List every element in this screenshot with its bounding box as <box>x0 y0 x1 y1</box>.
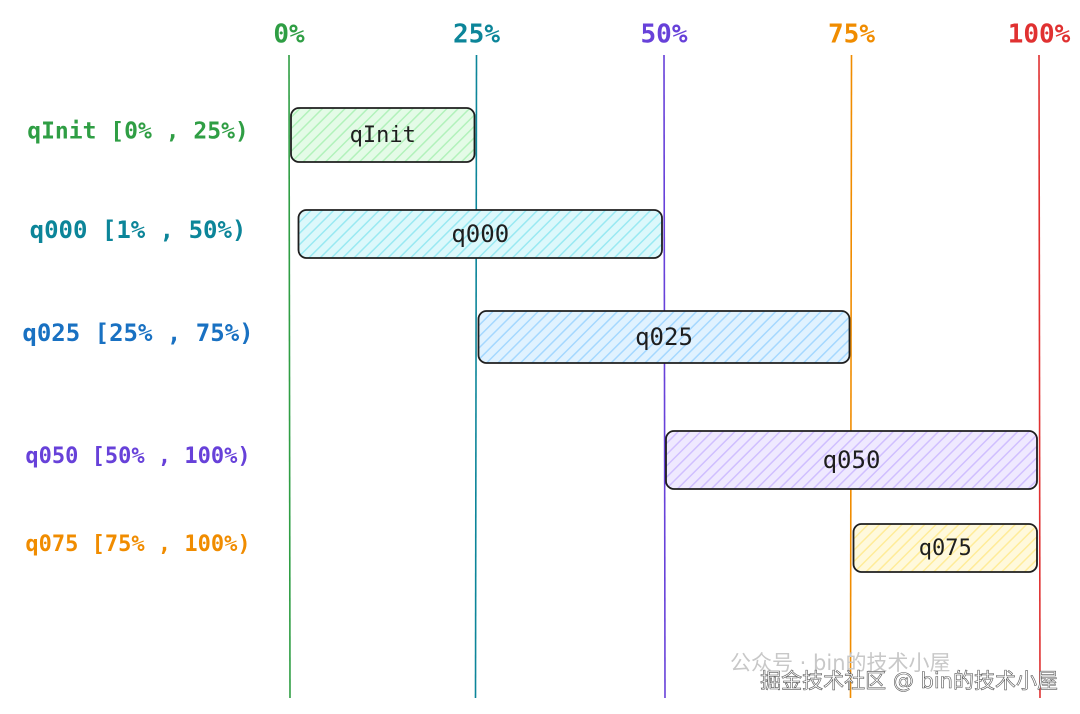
bar-label: q000 <box>451 220 509 248</box>
bar-label: qInit <box>350 123 416 148</box>
range-bar <box>665 430 1038 490</box>
row-label: q025 [25% , 75%) <box>22 319 253 347</box>
range-bar <box>297 209 663 259</box>
range-bar <box>477 310 851 364</box>
bar-label: q050 <box>823 446 881 474</box>
grid-line <box>849 54 853 699</box>
range-bar <box>852 523 1038 573</box>
x-tick-label: 75% <box>828 20 875 50</box>
grid-line <box>1038 54 1041 699</box>
watermark: 掘金技术社区 @ bin的技术小屋 <box>760 669 1058 693</box>
x-tick-label: 100% <box>1008 20 1071 50</box>
row-label: q050 [50% , 100%) <box>25 444 250 469</box>
row-label: qInit [0% , 25%) <box>27 119 249 145</box>
grid-line <box>663 54 666 699</box>
faded-watermark: 公众号 · bin的技术小屋 <box>730 651 951 675</box>
row-label: q075 [75% , 100%) <box>25 532 250 557</box>
row-label: q000 [1% , 50%) <box>30 216 247 244</box>
x-tick-label: 50% <box>641 20 688 50</box>
bar-label: q075 <box>919 536 972 561</box>
grid-line <box>474 54 478 699</box>
range-bar <box>290 107 476 163</box>
x-tick-label: 0% <box>273 20 305 50</box>
bar-label: q025 <box>635 323 693 351</box>
grid-line <box>288 54 291 699</box>
x-tick-label: 25% <box>453 20 500 50</box>
